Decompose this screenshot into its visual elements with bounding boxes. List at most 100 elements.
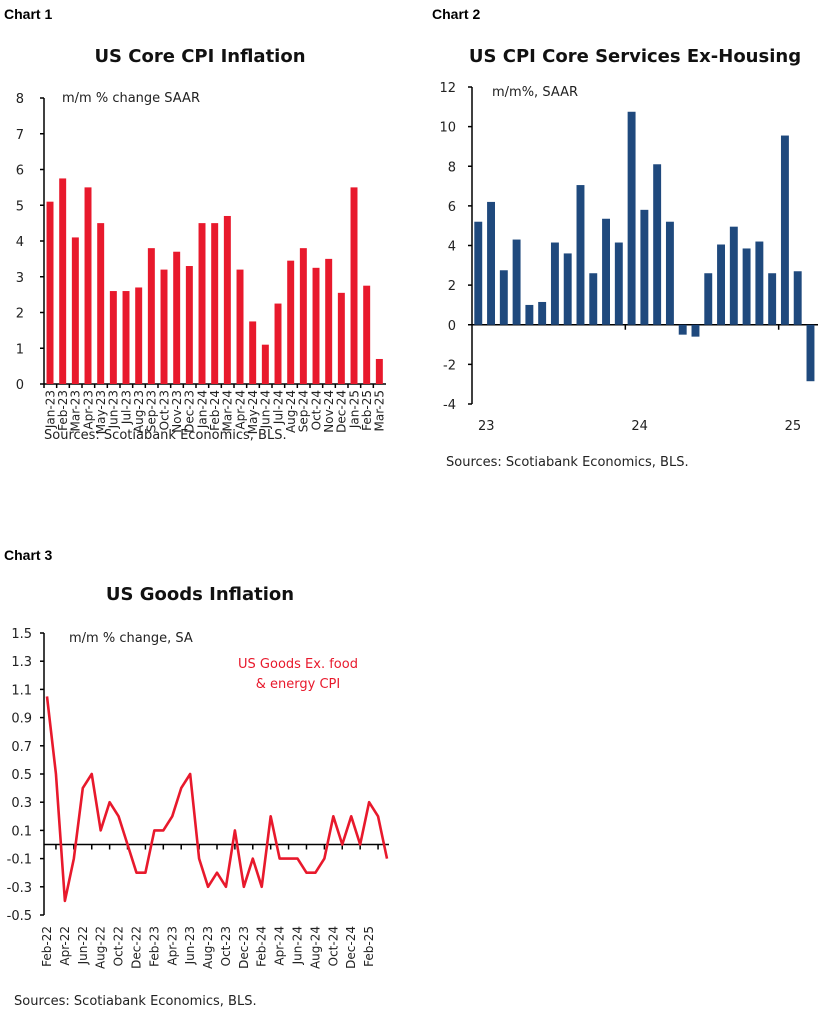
x-tick-label: Oct-23	[157, 390, 171, 430]
bar	[653, 164, 662, 325]
bar-Mar-25	[375, 358, 383, 384]
x-tick-label: Nov-23	[170, 390, 184, 433]
x-tick-label: Mar-23	[69, 390, 83, 431]
y-tick-label: -0.3	[7, 881, 32, 896]
y-tick-label: 4	[448, 240, 456, 255]
chart3-title: US Goods Inflation	[105, 584, 295, 605]
x-tick-label: Dec-24	[335, 390, 349, 433]
x-tick-label: Apr-24	[233, 390, 247, 430]
y-tick-label: 8	[16, 92, 24, 107]
y-tick-label: 6	[448, 200, 456, 215]
bar-Aug-24	[287, 260, 295, 384]
y-tick-label: 8	[448, 160, 456, 175]
x-tick-label: 25	[785, 419, 802, 434]
bar	[576, 185, 585, 325]
bar	[512, 239, 521, 325]
legend-label-line2: & energy CPI	[256, 677, 340, 692]
bar	[793, 271, 802, 325]
x-tick-label: Feb-24	[255, 926, 269, 967]
bar	[729, 226, 738, 325]
x-tick-label: Dec-23	[183, 390, 197, 433]
y-tick-label: -2	[443, 358, 456, 373]
bar	[768, 273, 777, 325]
chart1-title: US Core CPI Inflation	[94, 46, 306, 67]
x-tick-label: Feb-22	[40, 926, 54, 967]
x-tick-label: Sep-23	[145, 390, 159, 432]
x-tick-label: Aug-22	[94, 926, 108, 969]
bar	[665, 221, 674, 325]
bar-Oct-23	[160, 269, 168, 384]
chart2-title: US CPI Core Services Ex-Housing	[468, 46, 802, 67]
bar-Oct-24	[312, 267, 320, 384]
unit-note: m/m % change, SA	[69, 631, 193, 646]
y-tick-label: 2	[448, 279, 456, 294]
x-tick-label: Mar-24	[221, 390, 235, 431]
bar-Feb-23	[59, 178, 67, 384]
x-tick-label: 24	[631, 419, 648, 434]
bar	[678, 324, 687, 335]
bar	[499, 270, 508, 325]
x-tick-label: Feb-25	[362, 926, 376, 967]
x-tick-label: Apr-23	[165, 926, 179, 966]
y-tick-label: 0.3	[11, 796, 32, 811]
x-tick-label: Jan-24	[195, 390, 209, 429]
y-tick-label: 12	[439, 81, 456, 96]
legend-label-line1: US Goods Ex. food	[238, 657, 358, 672]
x-tick-label: Feb-24	[208, 390, 222, 431]
x-tick-label: May-23	[94, 390, 108, 434]
bar	[525, 304, 534, 325]
chart1-label: Chart 1	[4, 6, 53, 22]
bar-Dec-23	[185, 266, 193, 384]
bar	[640, 209, 649, 325]
bar-Sep-24	[299, 248, 307, 384]
bar	[602, 218, 610, 325]
y-tick-label: -4	[443, 398, 456, 413]
bar	[487, 201, 495, 325]
x-tick-label: Jun-24	[259, 390, 273, 429]
x-tick-label: Mar-25	[373, 390, 387, 431]
x-tick-label: Apr-24	[273, 926, 287, 966]
bar	[691, 324, 700, 337]
bar-Feb-24	[211, 223, 219, 384]
bar	[589, 273, 598, 325]
y-tick-label: 0.5	[11, 768, 32, 783]
bar	[550, 242, 559, 325]
y-tick-label: 6	[16, 164, 24, 179]
y-tick-label: 1.5	[11, 627, 32, 642]
bar	[755, 241, 764, 325]
x-tick-label: Dec-24	[344, 926, 358, 969]
bar-Jan-24	[198, 223, 206, 384]
bar	[563, 253, 572, 325]
bar-Jun-24	[261, 344, 269, 384]
x-tick-label: Aug-24	[284, 390, 298, 433]
y-tick-label: 1.1	[11, 683, 32, 698]
bar-Aug-23	[135, 287, 143, 384]
bar-Jul-23	[122, 291, 130, 384]
x-tick-label: 23	[478, 419, 495, 434]
x-tick-label: Dec-22	[129, 926, 143, 969]
bar	[806, 324, 815, 382]
series-line	[45, 696, 389, 903]
bar	[538, 301, 547, 325]
y-tick-label: 4	[16, 235, 24, 250]
bar-Jul-24	[274, 303, 282, 384]
x-tick-label: Oct-24	[309, 390, 323, 430]
x-tick-label: Feb-23	[56, 390, 70, 431]
x-tick-label: Jun-22	[76, 926, 90, 965]
x-tick-label: Oct-23	[219, 926, 233, 966]
bar	[474, 221, 483, 325]
y-tick-label: -0.1	[7, 853, 32, 868]
y-tick-label: 0	[16, 378, 24, 393]
bar-Apr-24	[236, 269, 244, 384]
chart3-label: Chart 3	[4, 547, 53, 563]
bar-Mar-23	[71, 237, 79, 384]
bar-Jan-25	[350, 187, 358, 384]
y-tick-label: 3	[16, 271, 24, 286]
bar	[614, 242, 623, 325]
bar-Mar-24	[223, 215, 231, 384]
x-tick-label: May-24	[246, 390, 260, 434]
bar-Jun-23	[109, 291, 117, 384]
x-tick-label: Sep-24	[297, 390, 311, 432]
